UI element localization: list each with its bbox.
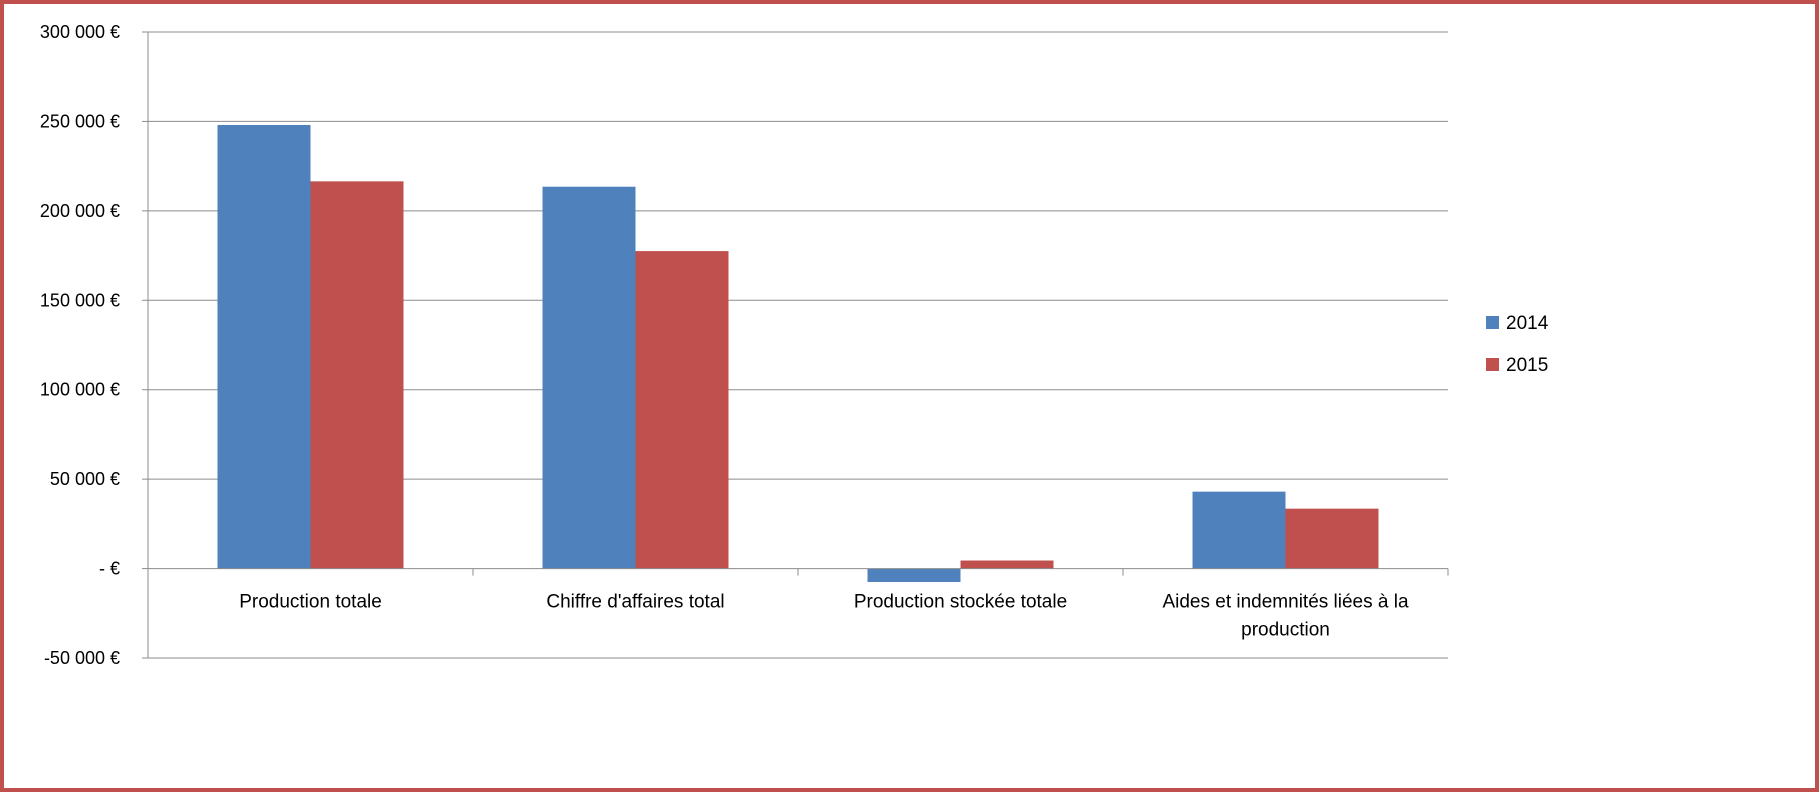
- y-tick-label: 50 000 €: [50, 469, 120, 489]
- bar-2015: [1285, 508, 1379, 569]
- y-tick-label: -50 000 €: [44, 648, 120, 668]
- x-category-label: Production stockée totale: [854, 592, 1067, 613]
- x-category-label: Chiffre d'affaires total: [546, 592, 724, 613]
- legend-swatch-2015: [1486, 358, 1499, 371]
- y-tick-label: 250 000 €: [40, 111, 120, 131]
- bar-2015: [310, 181, 404, 569]
- bar-2014: [217, 125, 311, 569]
- axes: [142, 31, 1449, 659]
- bars: [217, 125, 1379, 582]
- bar-2015: [960, 560, 1054, 569]
- y-tick-label: 150 000 €: [40, 290, 120, 310]
- x-category-label: Aides et indemnités liées à la: [1162, 592, 1409, 613]
- x-category-label: production: [1241, 620, 1330, 641]
- legend-label-2015: 2015: [1506, 355, 1548, 376]
- bar-2014: [867, 568, 961, 582]
- y-tick-label: 300 000 €: [40, 22, 120, 42]
- legend: 2014 2015: [1486, 313, 1549, 376]
- x-axis-category-labels: Production totale Chiffre d'affaires tota…: [239, 592, 1409, 641]
- bar-2014: [542, 186, 636, 569]
- y-axis-tick-labels: -50 000 € - € 50 000 € 100 000 € 150 000 € 20…: [40, 22, 120, 668]
- y-tick-label: 100 000 €: [40, 380, 120, 400]
- bar-2014: [1192, 491, 1286, 569]
- bar-2015: [635, 251, 729, 569]
- legend-label-2014: 2014: [1506, 313, 1549, 334]
- y-tick-label: 200 000 €: [40, 201, 120, 221]
- y-tick-label: - €: [99, 559, 120, 579]
- legend-swatch-2014: [1486, 316, 1499, 329]
- x-category-label: Production totale: [239, 592, 382, 613]
